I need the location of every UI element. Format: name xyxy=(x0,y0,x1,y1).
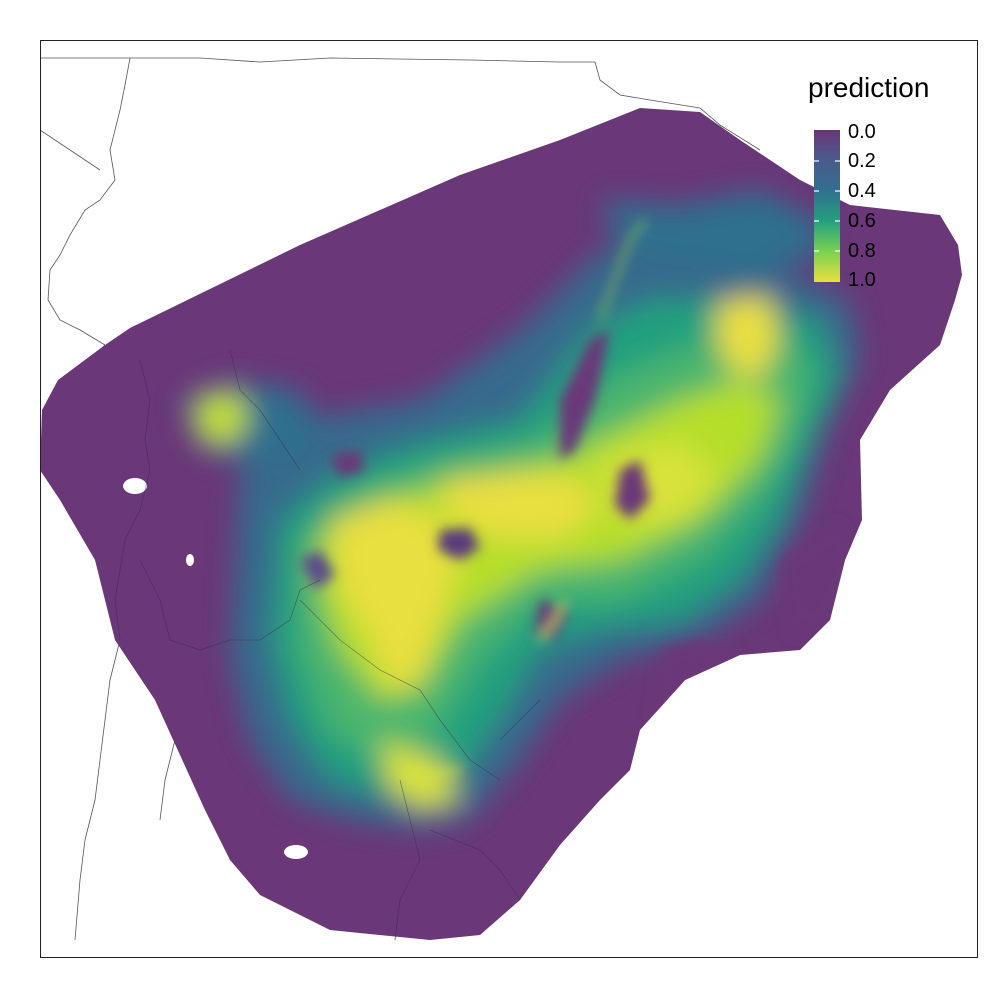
legend-tick-label: 1.0 xyxy=(848,269,876,291)
legend-tick-label: 0.4 xyxy=(848,180,876,202)
legend-tick-label: 0.0 xyxy=(848,121,876,143)
legend-tick-label: 0.8 xyxy=(848,240,876,262)
legend-title: prediction xyxy=(808,72,930,103)
legend-tick-label: 0.6 xyxy=(848,210,876,232)
legend-colorbar xyxy=(814,130,840,282)
legend-tick-label: 0.2 xyxy=(848,150,876,172)
